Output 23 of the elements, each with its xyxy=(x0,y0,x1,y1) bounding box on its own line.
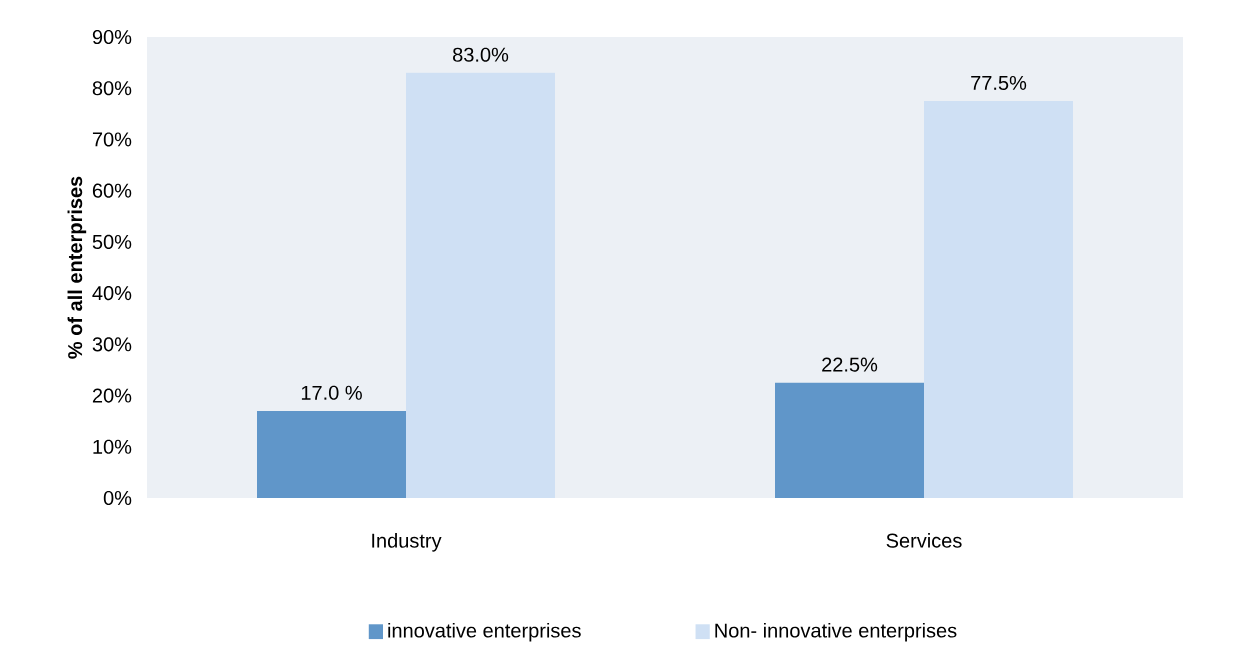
y-tick-label: 20% xyxy=(92,388,132,403)
y-axis-title: % of all enterprises xyxy=(67,176,87,359)
legend-label: Non- innovative enterprises xyxy=(715,622,957,642)
y-tick-label: 0% xyxy=(103,490,132,506)
y-tick-label: 90% xyxy=(92,29,132,45)
y-tick-label: 70% xyxy=(92,132,132,147)
bar xyxy=(257,410,406,498)
bar xyxy=(924,101,1073,498)
y-tick-label: 40% xyxy=(92,286,132,301)
x-tick-label: Industry xyxy=(372,533,442,552)
data-label: 83.0% xyxy=(453,47,509,62)
y-tick-label: 30% xyxy=(92,337,132,352)
bar xyxy=(775,382,924,498)
bar xyxy=(406,72,555,498)
y-tick-label: 60% xyxy=(92,183,132,198)
legend-label: innovative enterprises xyxy=(388,622,581,642)
x-tick-label: Services xyxy=(886,533,962,548)
data-label: 77.5% xyxy=(971,75,1027,90)
y-tick-label: 10% xyxy=(93,439,132,454)
y-tick-label: 50% xyxy=(92,234,132,249)
data-label: 22.5% xyxy=(822,357,878,372)
data-label: 17.0 % xyxy=(301,385,362,400)
y-tick-label: 80% xyxy=(92,81,132,96)
